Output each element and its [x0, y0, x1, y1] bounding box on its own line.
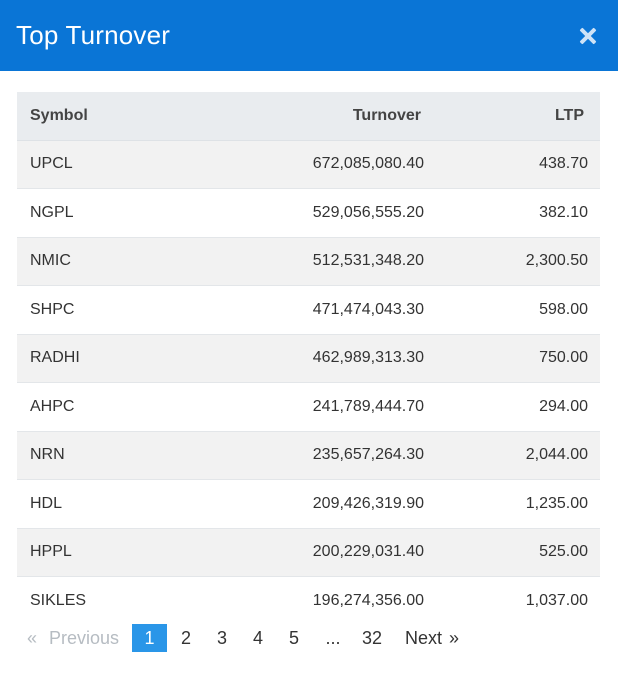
- table-row[interactable]: HDL 209,426,319.90 1,235.00: [17, 479, 600, 529]
- cell-turnover: 241,789,444.70: [177, 382, 424, 432]
- cell-symbol: UPCL: [17, 140, 177, 189]
- cell-turnover: 471,474,043.30: [177, 285, 424, 335]
- cell-ltp: 294.00: [424, 382, 600, 432]
- pagination: « Previous 1 2 3 4 5 ... 32 Next »: [17, 624, 467, 652]
- page-link-2[interactable]: 2: [181, 627, 192, 648]
- table-body: UPCL 672,085,080.40 438.70 NGPL 529,056,…: [17, 140, 600, 625]
- table-row[interactable]: HPPL 200,229,031.40 525.00: [17, 528, 600, 577]
- cell-symbol: HPPL: [17, 528, 177, 577]
- cell-symbol: NRN: [17, 431, 177, 480]
- cell-turnover: 512,531,348.20: [177, 237, 424, 286]
- cell-ltp: 2,044.00: [424, 431, 600, 480]
- cell-symbol: HDL: [17, 479, 177, 529]
- previous-page-link: Previous: [49, 627, 120, 648]
- cell-ltp: 598.00: [424, 285, 600, 335]
- cell-ltp: 438.70: [424, 140, 600, 189]
- cell-turnover: 462,989,313.30: [177, 334, 424, 383]
- turnover-table: Symbol Turnover LTP UPCL 672,085,080.40 …: [17, 92, 600, 625]
- cell-symbol: RADHI: [17, 334, 177, 383]
- modal-header: Top Turnover: [0, 0, 618, 71]
- cell-turnover: 672,085,080.40: [177, 140, 424, 189]
- modal-title: Top Turnover: [16, 20, 171, 50]
- page-link-32[interactable]: 32: [362, 627, 383, 648]
- cell-turnover: 196,274,356.00: [177, 576, 424, 625]
- cell-turnover: 529,056,555.20: [177, 188, 424, 238]
- page-link-5[interactable]: 5: [289, 627, 300, 648]
- pagination-ellipsis: ...: [325, 627, 341, 648]
- next-page-link[interactable]: Next: [405, 627, 443, 648]
- cell-ltp: 750.00: [424, 334, 600, 383]
- cell-symbol: SIKLES: [17, 576, 177, 625]
- table-row[interactable]: NGPL 529,056,555.20 382.10: [17, 188, 600, 238]
- next-arrow-icon[interactable]: »: [449, 627, 460, 648]
- table-row[interactable]: RADHI 462,989,313.30 750.00: [17, 334, 600, 383]
- column-header-ltp[interactable]: LTP: [424, 92, 600, 141]
- table-header-row: Symbol Turnover LTP: [17, 92, 600, 141]
- cell-turnover: 209,426,319.90: [177, 479, 424, 529]
- page-link-3[interactable]: 3: [217, 627, 228, 648]
- page-link-1[interactable]: 1: [132, 624, 168, 652]
- cell-symbol: AHPC: [17, 382, 177, 432]
- cell-ltp: 2,300.50: [424, 237, 600, 286]
- table-row[interactable]: SHPC 471,474,043.30 598.00: [17, 285, 600, 335]
- cell-ltp: 382.10: [424, 188, 600, 238]
- table-header: Symbol Turnover LTP: [17, 92, 600, 141]
- cell-symbol: NMIC: [17, 237, 177, 286]
- cell-symbol: NGPL: [17, 188, 177, 238]
- close-icon[interactable]: [576, 24, 600, 48]
- cell-ltp: 1,235.00: [424, 479, 600, 529]
- table-row[interactable]: UPCL 672,085,080.40 438.70: [17, 140, 600, 189]
- column-header-turnover[interactable]: Turnover: [177, 92, 424, 141]
- table-row[interactable]: SIKLES 196,274,356.00 1,037.00: [17, 576, 600, 625]
- table-row[interactable]: NRN 235,657,264.30 2,044.00: [17, 431, 600, 480]
- cell-ltp: 1,037.00: [424, 576, 600, 625]
- table-row[interactable]: NMIC 512,531,348.20 2,300.50: [17, 237, 600, 286]
- column-header-symbol[interactable]: Symbol: [17, 92, 177, 141]
- cell-turnover: 200,229,031.40: [177, 528, 424, 577]
- table-row[interactable]: AHPC 241,789,444.70 294.00: [17, 382, 600, 432]
- previous-arrow-icon: «: [27, 627, 38, 648]
- cell-turnover: 235,657,264.30: [177, 431, 424, 480]
- page-link-4[interactable]: 4: [253, 627, 264, 648]
- cell-symbol: SHPC: [17, 285, 177, 335]
- cell-ltp: 525.00: [424, 528, 600, 577]
- turnover-table-container: Symbol Turnover LTP UPCL 672,085,080.40 …: [17, 92, 600, 625]
